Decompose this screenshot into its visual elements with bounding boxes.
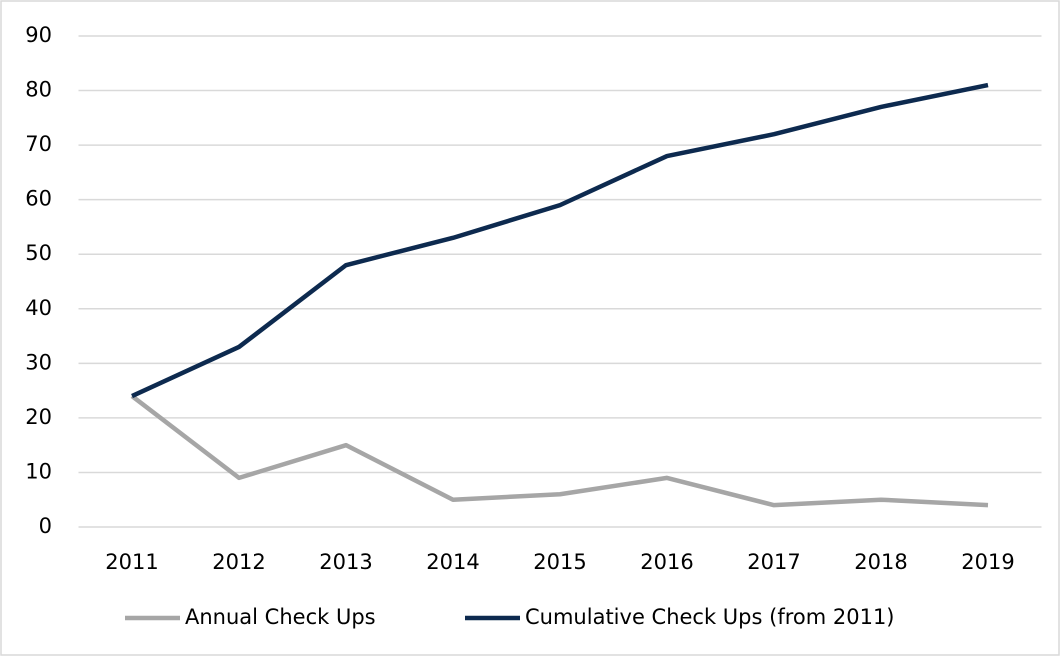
data-line: [130, 394, 989, 508]
legend-label: Annual Check Ups: [185, 605, 376, 629]
x-tick-label: 2019: [961, 550, 1014, 574]
y-tick-label: 20: [25, 405, 52, 429]
y-tick-label: 30: [25, 350, 52, 374]
x-tick-label: 2017: [747, 550, 800, 574]
x-tick-label: 2012: [212, 550, 265, 574]
legend-label: Cumulative Check Ups (from 2011): [525, 605, 895, 629]
x-tick-label: 2014: [426, 550, 479, 574]
data-line: [131, 82, 989, 399]
x-tick-label: 2015: [533, 550, 586, 574]
y-tick-label: 90: [25, 23, 52, 47]
y-tick-label: 50: [25, 241, 52, 265]
y-tick-label: 0: [39, 514, 52, 538]
y-tick-label: 80: [25, 78, 52, 102]
y-tick-label: 10: [25, 459, 52, 483]
x-tick-label: 2013: [319, 550, 372, 574]
x-tick-label: 2011: [105, 550, 158, 574]
x-tick-label: 2016: [640, 550, 693, 574]
y-tick-label: 70: [25, 132, 52, 156]
y-tick-label: 40: [25, 296, 52, 320]
y-tick-label: 60: [25, 187, 52, 211]
x-tick-label: 2018: [854, 550, 907, 574]
